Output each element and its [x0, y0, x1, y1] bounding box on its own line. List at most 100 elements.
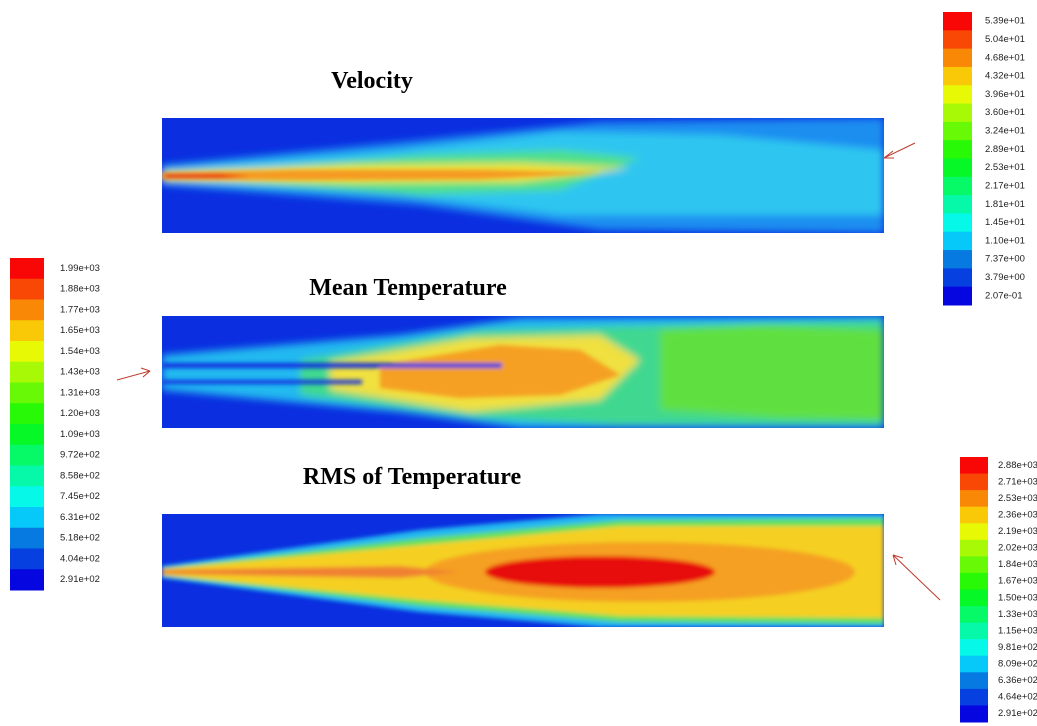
colorbar-label: 3.60e+01 — [985, 107, 1025, 118]
colorbar-label: 9.81e+02 — [998, 642, 1037, 653]
colorbar-label: 4.32e+01 — [985, 71, 1025, 82]
colorbar-label: 1.54e+03 — [60, 346, 100, 357]
colorbar-band — [943, 12, 972, 31]
arrow — [884, 143, 915, 158]
arrow — [893, 555, 940, 600]
colorbar-band — [960, 457, 988, 474]
colorbar-band — [943, 140, 972, 159]
colorbar-band — [960, 573, 988, 590]
colorbar-band — [10, 403, 44, 424]
panel-title: Velocity — [331, 68, 413, 94]
colorbar-label: 1.33e+03 — [998, 609, 1037, 620]
colorbar-band — [960, 540, 988, 557]
colorbar-band — [10, 320, 44, 341]
colorbar-label: 9.72e+02 — [60, 450, 100, 461]
colorbar-band — [960, 656, 988, 673]
colorbar-label: 1.10e+01 — [985, 235, 1025, 246]
colorbar-label: 1.31e+03 — [60, 387, 100, 398]
colorbar-label: 1.45e+01 — [985, 217, 1025, 228]
colorbar-band — [960, 689, 988, 706]
colorbar-label: 5.39e+01 — [985, 16, 1025, 27]
figure: Velocity Mean Temperature RMS of Tempera… — [0, 0, 1037, 726]
colorbar-label: 4.68e+01 — [985, 52, 1025, 63]
colorbar-band — [943, 159, 972, 178]
colorbar-band — [943, 30, 972, 49]
velocity-contour — [162, 118, 884, 233]
colorbar-band — [10, 362, 44, 383]
colorbar-label: 1.65e+03 — [60, 325, 100, 336]
colorbar-label: 2.53e+03 — [998, 493, 1037, 504]
colorbar-band — [943, 232, 972, 251]
colorbar-band — [943, 268, 972, 287]
colorbar-band — [943, 104, 972, 123]
colorbar-label: 2.19e+03 — [998, 526, 1037, 537]
colorbar-label: 6.36e+02 — [998, 675, 1037, 686]
colorbar-band — [943, 177, 972, 196]
colorbar-label: 5.04e+01 — [985, 34, 1025, 45]
colorbar-label: 2.88e+03 — [998, 460, 1037, 471]
colorbar-band — [10, 300, 44, 321]
colorbar-label: 1.99e+03 — [60, 263, 100, 274]
colorbar-label: 8.09e+02 — [998, 659, 1037, 670]
colorbar-band — [10, 445, 44, 466]
colorbar-band — [10, 486, 44, 507]
colorbar-label: 3.96e+01 — [985, 89, 1025, 100]
colorbar-label: 3.79e+00 — [985, 272, 1025, 283]
colorbar-label: 4.64e+02 — [998, 692, 1037, 703]
colorbar-band — [10, 258, 44, 279]
colorbar-band — [960, 606, 988, 623]
colorbar-band — [960, 474, 988, 491]
colorbar-label: 7.37e+00 — [985, 254, 1025, 265]
colorbar-label: 4.04e+02 — [60, 553, 100, 564]
colorbar-band — [10, 507, 44, 528]
colorbar-label: 2.07e-01 — [985, 290, 1023, 301]
colorbar-band — [943, 85, 972, 104]
colorbar-band — [10, 341, 44, 362]
colorbar-label: 1.15e+03 — [998, 625, 1037, 636]
colorbar-band — [960, 705, 988, 722]
panel-title: RMS of Temperature — [303, 464, 522, 490]
colorbar-label: 2.36e+03 — [998, 509, 1037, 520]
colorbar-band — [10, 549, 44, 570]
colorbar-band — [960, 623, 988, 640]
colorbar-label: 1.77e+03 — [60, 304, 100, 315]
colorbar-band — [10, 383, 44, 404]
colorbar-label: 2.91e+02 — [60, 574, 100, 585]
colorbar-band — [943, 195, 972, 214]
colorbar-label: 1.20e+03 — [60, 408, 100, 419]
colorbar-label: 1.88e+03 — [60, 284, 100, 295]
colorbar-band — [943, 287, 972, 306]
colorbar-band — [960, 556, 988, 573]
colorbar-band — [943, 67, 972, 86]
colorbar-band — [943, 49, 972, 68]
colorbar-band — [960, 639, 988, 656]
colorbar-band — [960, 490, 988, 507]
colorbar-label: 2.17e+01 — [985, 180, 1025, 191]
colorbar-label: 1.84e+03 — [998, 559, 1037, 570]
colorbar-label: 7.45e+02 — [60, 491, 100, 502]
panel-title: Mean Temperature — [309, 275, 507, 301]
mean-temperature-contour — [162, 316, 884, 428]
colorbar-label: 2.71e+03 — [998, 476, 1037, 487]
colorbar-band — [960, 507, 988, 524]
colorbar-band — [960, 672, 988, 689]
colorbar-label: 2.89e+01 — [985, 144, 1025, 155]
rms-temperature-contour — [162, 514, 884, 627]
colorbar-band — [960, 590, 988, 607]
colorbar-band — [10, 569, 44, 590]
colorbar-label: 2.02e+03 — [998, 543, 1037, 554]
colorbar-band — [10, 279, 44, 300]
arrow — [117, 368, 150, 380]
colorbar-band — [943, 250, 972, 269]
colorbar-label: 1.67e+03 — [998, 576, 1037, 587]
colorbar-band — [10, 466, 44, 487]
colorbar-label: 1.81e+01 — [985, 199, 1025, 210]
colorbar-label: 2.53e+01 — [985, 162, 1025, 173]
colorbar-label: 2.91e+02 — [998, 708, 1037, 719]
colorbar-band — [10, 424, 44, 445]
colorbar-label: 6.31e+02 — [60, 512, 100, 523]
colorbar-label: 1.43e+03 — [60, 367, 100, 378]
colorbar-band — [10, 528, 44, 549]
colorbar-label: 3.24e+01 — [985, 126, 1025, 137]
colorbar-band — [960, 523, 988, 540]
